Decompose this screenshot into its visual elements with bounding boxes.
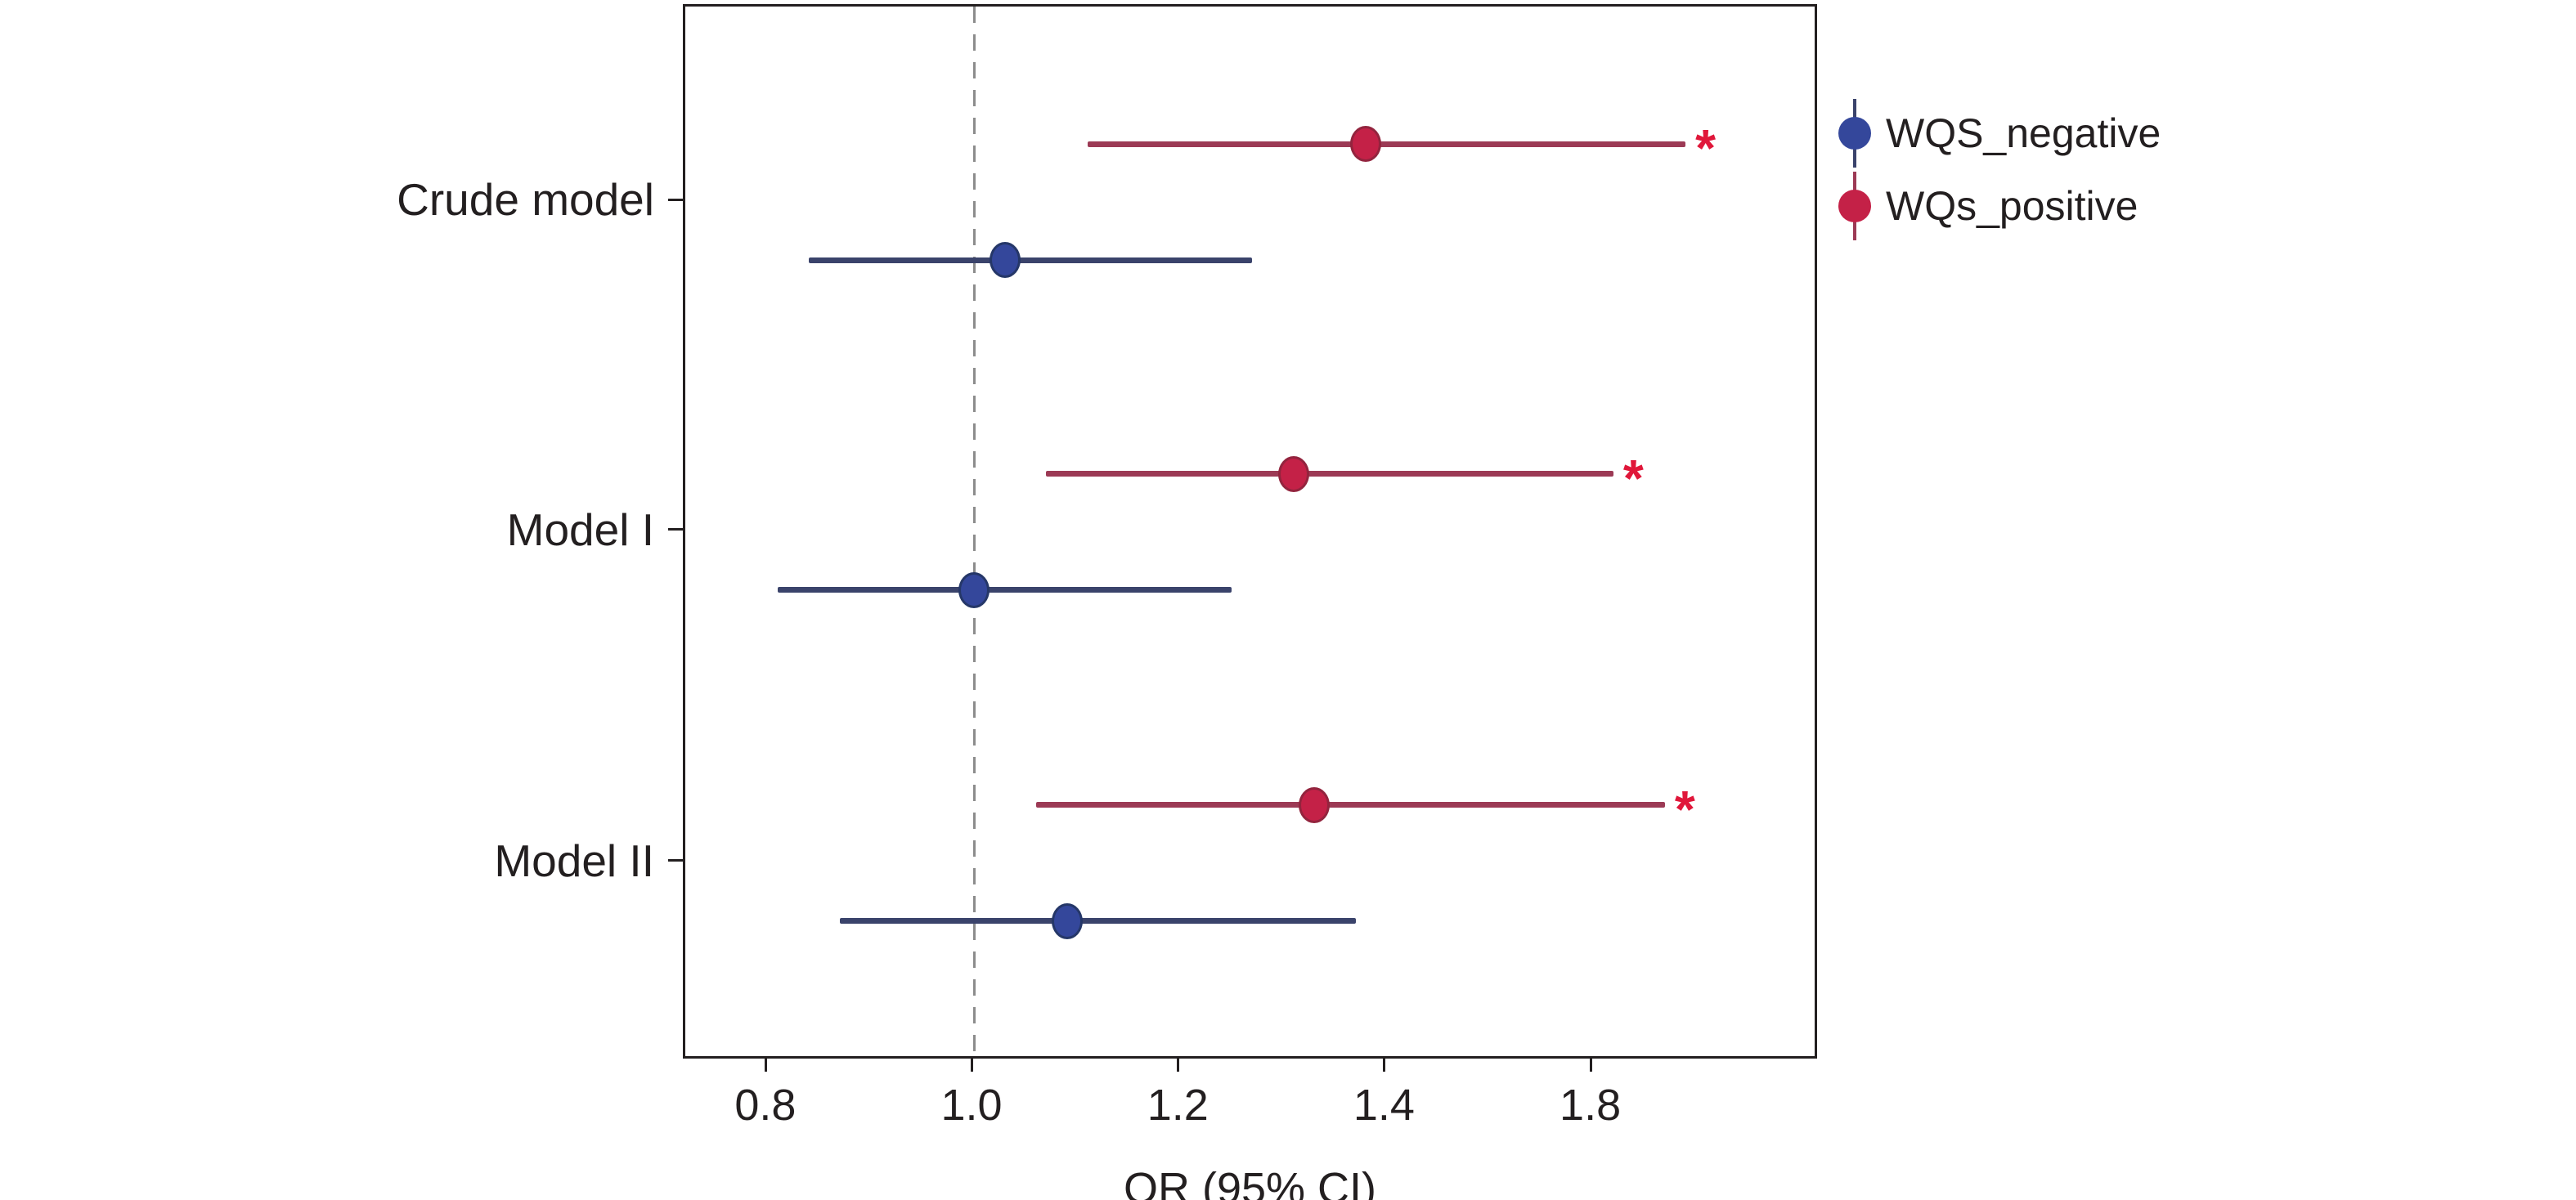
or-point-WQS_negative [1051, 902, 1083, 939]
reference-line [973, 7, 976, 1061]
x-tick-mark [1589, 1059, 1592, 1072]
ci-interval-WQS_negative [778, 587, 1232, 593]
y-tick-mark [668, 198, 683, 201]
x-tick-label: 1.8 [1560, 1081, 1622, 1130]
x-tick-mark [1177, 1059, 1180, 1072]
or-point-WQs_positive [1277, 455, 1309, 492]
y-axis-label: Crude model [397, 174, 654, 226]
y-tick-mark [668, 859, 683, 862]
ci-interval-WQs_positive [1046, 471, 1613, 477]
x-tick-label: 0.8 [734, 1081, 797, 1130]
x-tick-label: 1.0 [940, 1081, 1003, 1130]
ci-interval-WQs_positive [1035, 802, 1665, 808]
significance-asterisk: * [1674, 779, 1695, 839]
legend-marker-dot [1838, 117, 1871, 150]
significance-asterisk: * [1622, 448, 1644, 508]
x-tick-mark [764, 1059, 767, 1072]
x-tick-mark [1383, 1059, 1386, 1072]
legend-label: WQS_negative [1886, 110, 2161, 156]
ci-interval-WQs_positive [1087, 141, 1686, 147]
or-point-WQs_positive [1350, 126, 1382, 163]
x-tick-mark [971, 1059, 974, 1072]
y-tick-mark [668, 528, 683, 531]
ci-interval-WQS_negative [840, 918, 1356, 925]
or-point-WQS_negative [958, 571, 990, 608]
y-axis-label: Model II [494, 835, 654, 886]
plot-area: * * * [683, 4, 1817, 1061]
or-point-WQS_negative [989, 242, 1021, 279]
x-tick-label: 1.2 [1147, 1081, 1209, 1130]
x-axis-title: OR (95% CI) [1123, 1164, 1377, 1200]
ci-interval-WQS_negative [809, 257, 1253, 263]
or-point-WQs_positive [1299, 786, 1331, 823]
y-axis-label: Model I [506, 504, 654, 555]
x-tick-label: 1.4 [1353, 1081, 1415, 1130]
legend-label: WQs_positive [1886, 183, 2138, 229]
significance-asterisk: * [1695, 119, 1716, 178]
legend-marker-dot [1838, 190, 1871, 222]
